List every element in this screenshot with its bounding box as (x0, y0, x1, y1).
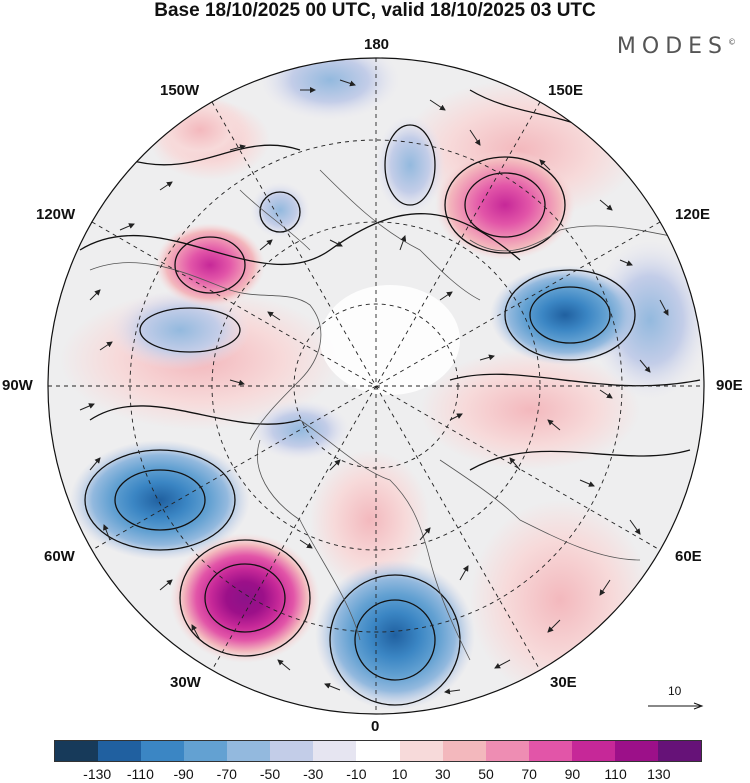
vector-scale: 10 (646, 684, 706, 714)
colorbar-segment (442, 741, 486, 761)
map-border (47, 57, 705, 715)
anomaly-low-greenland-sea (70, 440, 250, 560)
polar-map (47, 57, 705, 715)
anomaly-weak-neg (250, 400, 350, 460)
colorbar-ticks: -130 -110 -90 -70 -50 -30 -10 10 30 50 70 90 110 130 (0, 766, 750, 782)
lon-label-60e: 60E (675, 548, 702, 565)
colorbar-tick-label: -130 (83, 766, 112, 782)
lon-label-150e: 150E (548, 82, 584, 99)
colorbar (54, 740, 702, 762)
lon-label-150w: 150W (160, 82, 200, 99)
colorbar-segment (571, 741, 615, 761)
map-title: Base 18/10/2025 00 UTC, valid 18/10/2025… (154, 0, 596, 21)
lon-label-180: 180 (364, 36, 390, 53)
anomaly-low-bering (250, 182, 310, 238)
lon-label-120w: 120W (36, 206, 76, 223)
colorbar-segment (614, 741, 658, 761)
vector-scale-arrow (648, 702, 704, 710)
anomaly-weak-pos (310, 450, 430, 590)
vector-scale-label: 10 (668, 684, 682, 698)
colorbar-tick-label: 30 (435, 766, 451, 782)
colorbar-segment (528, 741, 572, 761)
anomaly-weak-neg (590, 240, 704, 400)
colorbar-segment (227, 741, 271, 761)
lon-label-90e: 90E (716, 377, 743, 394)
lon-label-30w: 30W (170, 674, 201, 691)
logo-text: MODES (616, 34, 728, 59)
colorbar-segment (399, 741, 443, 761)
colorbar-segment (270, 741, 314, 761)
logo-mark: © (728, 37, 736, 47)
modes-logo: MODES© (617, 34, 736, 59)
polar-white-area (320, 285, 460, 395)
lon-label-60w: 60W (44, 548, 75, 565)
anomaly-low-pacific (375, 115, 445, 215)
colorbar-tick-label: 130 (647, 766, 671, 782)
lon-label-0: 0 (371, 718, 380, 735)
geopotential-contours (79, 89, 701, 706)
colorbar-segment (356, 741, 400, 761)
colorbar-tick-label: 110 (604, 766, 627, 782)
lon-label-120e: 120E (675, 206, 711, 223)
colorbar-tick-label: -30 (303, 766, 324, 782)
colorbar-tick-label: -10 (346, 766, 367, 782)
coastlines (89, 169, 691, 661)
anomaly-high-siberia (435, 150, 575, 260)
colorbar-tick-label: 50 (478, 766, 494, 782)
anomaly-weak-neg (110, 290, 250, 370)
lon-label-90w: 90W (2, 377, 33, 394)
lon-label-30e: 30E (550, 674, 577, 691)
colorbar-segment (657, 741, 701, 761)
colorbar-tick-label: 90 (564, 766, 581, 782)
colorbar-segment (141, 741, 185, 761)
wind-vectors (79, 79, 669, 695)
colorbar-tick-label: -50 (259, 766, 281, 782)
colorbar-segment (485, 741, 529, 761)
colorbar-tick-label: 10 (391, 766, 408, 782)
colorbar-segment (184, 741, 228, 761)
colorbar-tick-label: 70 (521, 766, 537, 782)
colorbar-segment (313, 741, 357, 761)
anomaly-low-europe (315, 560, 475, 710)
anomaly-low-asia (490, 265, 640, 365)
colorbar-segment (98, 741, 142, 761)
colorbar-tick-label: -70 (216, 766, 237, 782)
anomaly-high-canada (155, 223, 265, 307)
colorbar-tick-label: -110 (126, 766, 154, 782)
anomaly-high-alaska (150, 95, 250, 165)
colorbar-segment (55, 741, 99, 761)
graticule (48, 58, 704, 714)
colorbar-tick-label: -90 (173, 766, 194, 782)
anomaly-field (60, 58, 704, 710)
anomaly-weak-pos (420, 350, 640, 470)
